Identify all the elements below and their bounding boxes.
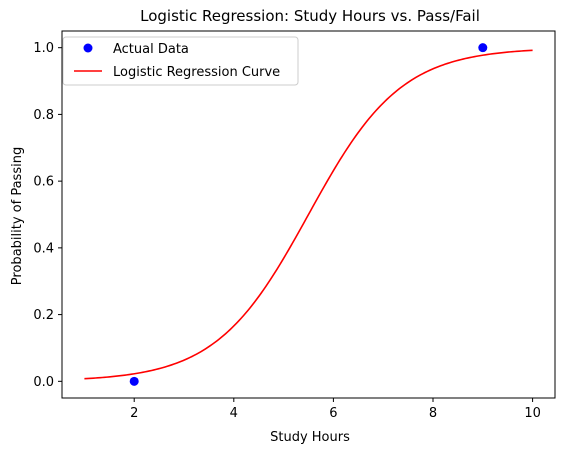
y-tick-label: 1.0 xyxy=(33,41,54,56)
legend: Actual Data Logistic Regression Curve xyxy=(62,36,299,86)
legend-scatter-marker xyxy=(83,43,93,53)
y-tick-label: 0.8 xyxy=(33,108,54,123)
plot-area xyxy=(84,43,533,386)
y-axis-label: Probability of Passing xyxy=(10,147,25,285)
legend-label-logistic-curve: Logistic Regression Curve xyxy=(113,65,280,80)
x-tick-label: 10 xyxy=(524,406,541,421)
axes-spines xyxy=(61,30,556,399)
data-point-2 xyxy=(478,43,488,53)
x-tick-label: 6 xyxy=(329,406,337,421)
y-tick-label: 0.4 xyxy=(33,241,54,256)
chart-title: Logistic Regression: Study Hours vs. Pas… xyxy=(140,7,480,25)
logistic-curve-line xyxy=(84,49,533,380)
axes-frame xyxy=(61,30,556,399)
x-axis-label: Study Hours xyxy=(270,430,350,445)
x-tick-label: 8 xyxy=(429,406,437,421)
x-tick-label: 2 xyxy=(130,406,138,421)
legend-label-actual-data: Actual Data xyxy=(113,42,189,57)
ticks: 2 4 6 8 10 0.0 0.2 0.4 0.6 0.8 1.0 xyxy=(33,41,541,421)
legend-box xyxy=(62,36,299,86)
y-tick-label: 0.2 xyxy=(33,308,54,323)
data-point-1 xyxy=(129,376,139,386)
y-tick-label: 0.6 xyxy=(33,175,54,190)
y-tick-label: 0.0 xyxy=(33,375,54,390)
x-tick-label: 4 xyxy=(230,406,238,421)
